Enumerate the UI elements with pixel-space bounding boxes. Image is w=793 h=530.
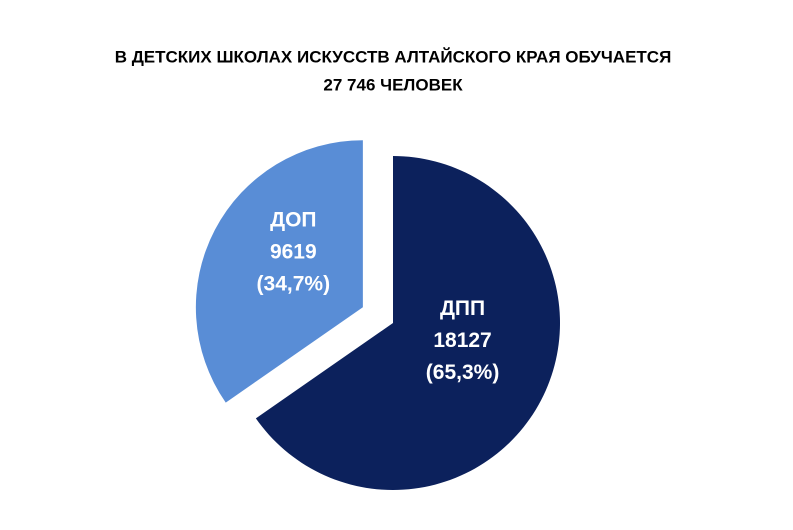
slice-category-label: ДОП [270, 208, 316, 231]
pie-slice [255, 156, 560, 491]
slice-value-label: 18127 [433, 329, 491, 352]
slice-category-label: ДПП [440, 297, 485, 320]
slice-value-label: 9619 [270, 240, 317, 263]
chart-title: В ДЕТСКИХ ШКОЛАХ ИСКУССТВ АЛТАЙСКОГО КРА… [115, 47, 672, 66]
pie-slice [195, 140, 363, 403]
slice-percent-label: (34,7%) [257, 272, 331, 295]
chart-title: 27 746 ЧЕЛОВЕК [323, 75, 463, 94]
slice-percent-label: (65,3%) [426, 361, 500, 384]
